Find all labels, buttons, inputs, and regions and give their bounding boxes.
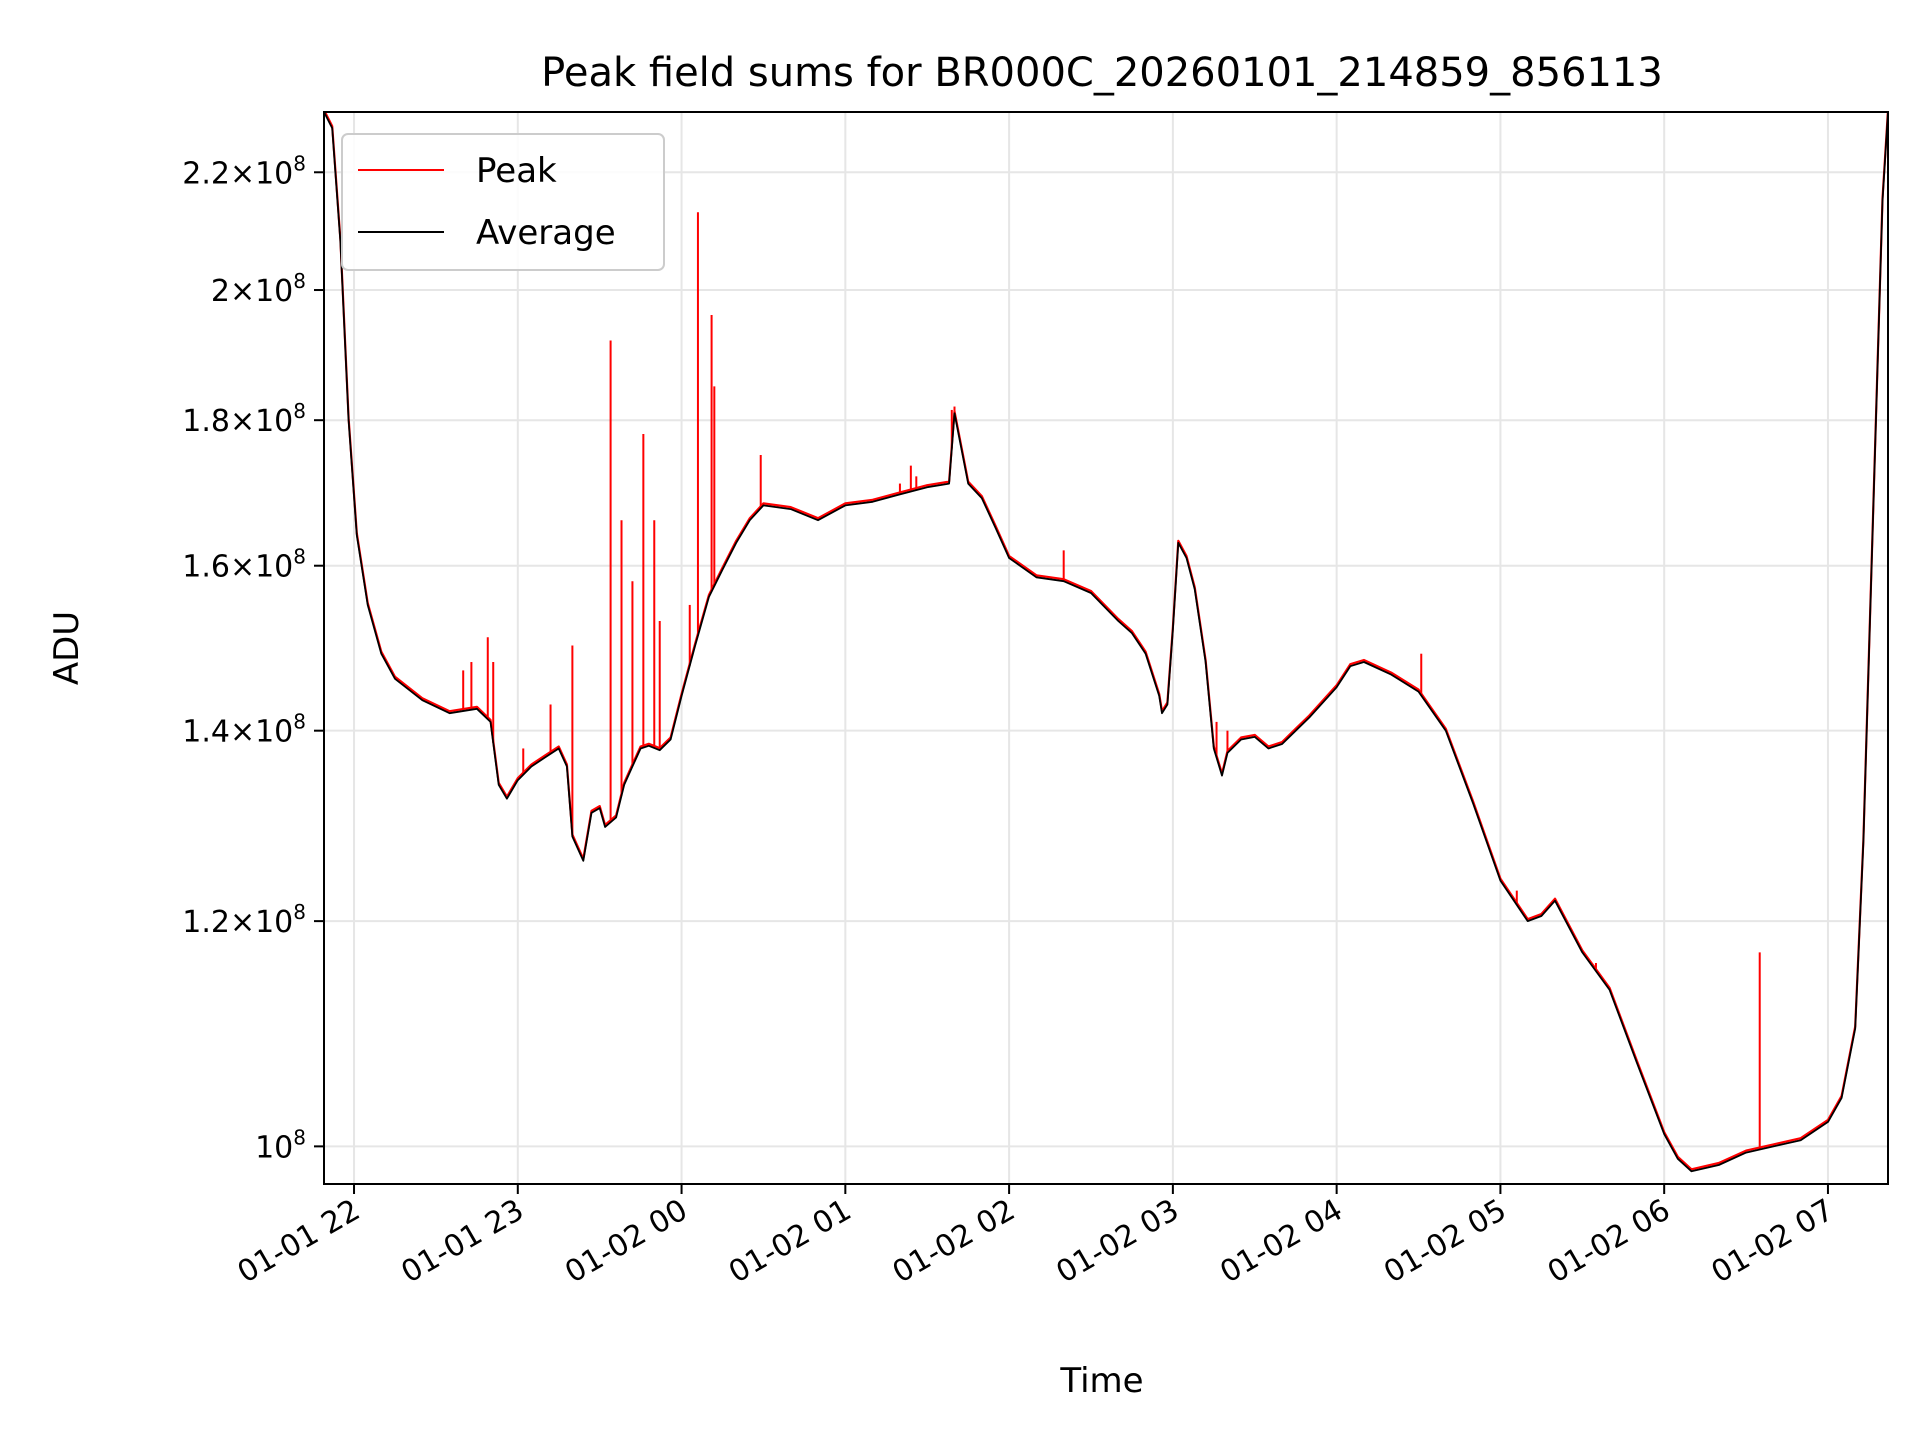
average-line [324,112,1888,1173]
y-tick-label: 1.2×108 [182,900,306,940]
peak-series [324,112,1888,1171]
chart-title: Peak field sums for BR000C_20260101_2148… [541,50,1663,96]
y-tick-label: 108 [255,1125,306,1165]
grid [324,112,1888,1184]
legend-average-label: Average [476,213,616,253]
series-layer [324,112,1888,1173]
y-tick-label: 1.6×108 [182,545,306,585]
y-tick-label: 1.8×108 [182,399,306,439]
y-tick-label: 2.2×108 [182,151,306,191]
plot-frame [323,111,1889,1185]
legend-box [341,133,665,271]
peak-baseline [324,112,1888,1171]
y-axis: 108 1.2×108 1.4×108 1.6×108 1.8×108 2×108 2.2×… [182,151,324,1165]
x-axis-title: Time [1059,1361,1143,1401]
y-tick-label: 2×108 [211,269,306,309]
y-tick-label: 1.4×108 [182,710,306,750]
legend-peak-label: Peak [476,151,557,191]
y-axis-title: ADU [47,611,87,685]
legend: Peak Average [341,133,665,271]
average-series [324,112,1888,1173]
